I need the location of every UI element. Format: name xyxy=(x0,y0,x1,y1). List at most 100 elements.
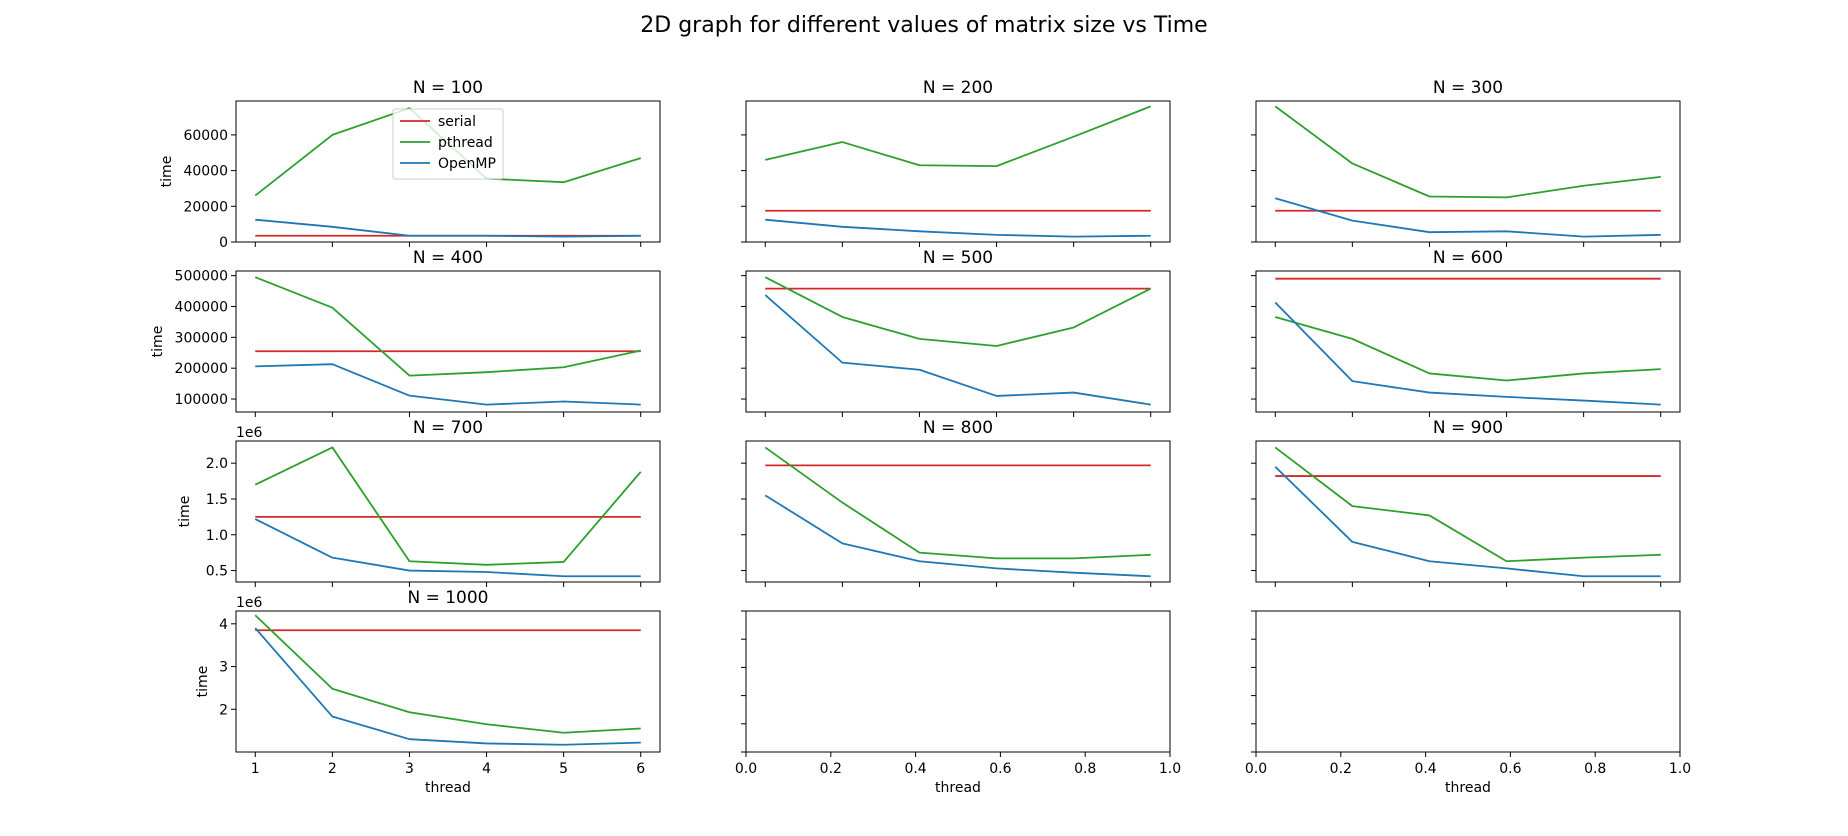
x-tick-label: 0.2 xyxy=(1330,761,1352,777)
x-tick-label: 0.6 xyxy=(1499,761,1521,777)
x-tick-label: 0.2 xyxy=(820,761,842,777)
y-tick-label: 1.5 xyxy=(206,492,228,508)
y-tick-label: 4 xyxy=(219,617,228,633)
x-tick-label: 2 xyxy=(328,761,337,777)
series-line-pthread xyxy=(1275,316,1661,382)
axes-frame xyxy=(235,270,661,413)
subplot-5: N = 500 xyxy=(741,248,1171,417)
x-axis-label: thread xyxy=(1445,780,1491,796)
x-tick-label: 1.0 xyxy=(1159,761,1181,777)
series-line-openmp xyxy=(1275,197,1661,238)
x-axis-label: thread xyxy=(935,780,981,796)
series-line-pthread xyxy=(765,105,1152,168)
x-axis-label: thread xyxy=(425,780,471,796)
y-tick-label: 0.5 xyxy=(206,564,228,580)
y-tick-label: 40000 xyxy=(183,164,228,180)
y-tick-label: 0 xyxy=(219,235,228,251)
axes-frame xyxy=(745,610,1171,753)
subplot-8: N = 800 xyxy=(741,418,1171,587)
y-tick-label: 20000 xyxy=(183,199,228,215)
subplot-title: N = 500 xyxy=(923,248,993,268)
x-tick-label: 0.0 xyxy=(1245,761,1267,777)
x-tick-label: 3 xyxy=(405,761,414,777)
axes-frame xyxy=(1255,440,1681,583)
series-line-pthread xyxy=(254,614,641,734)
x-tick-label: 5 xyxy=(559,761,568,777)
x-tick-label: 1 xyxy=(251,761,260,777)
subplot-title: N = 900 xyxy=(1433,418,1503,438)
series-line-openmp xyxy=(1274,466,1661,578)
y-axis-label: time xyxy=(177,496,193,528)
subplot-title: N = 200 xyxy=(923,78,993,98)
y-tick-label: 60000 xyxy=(183,128,228,144)
series-line-openmp xyxy=(255,218,641,238)
axes-frame xyxy=(745,270,1171,413)
x-tick-label: 0.0 xyxy=(735,761,757,777)
y-offset-text: 1e6 xyxy=(236,595,263,611)
subplot-1: N = 100 0 20000 40000 60000 time serial pthread… xyxy=(159,78,661,251)
subplot-9: N = 900 xyxy=(1251,418,1681,587)
subplot-11: 0.0 0.2 0.4 0.6 0.8 1.0 thread xyxy=(735,610,1181,796)
subplot-title: N = 800 xyxy=(923,418,993,438)
x-tick-label: 4 xyxy=(482,761,491,777)
axes-frame xyxy=(1255,100,1681,243)
subplot-title: N = 1000 xyxy=(407,588,488,608)
series-line-openmp xyxy=(1274,301,1661,406)
subplot-6: N = 600 xyxy=(1251,248,1681,417)
x-tick-label: 0.4 xyxy=(904,761,926,777)
y-offset-text: 1e6 xyxy=(236,425,263,441)
series-line-openmp xyxy=(254,627,641,746)
subplot-title: N = 600 xyxy=(1433,248,1503,268)
x-tick-label: 6 xyxy=(636,761,645,777)
y-axis-label: time xyxy=(159,156,175,188)
y-axis-label: time xyxy=(150,326,166,358)
x-tick-label: 0.4 xyxy=(1414,761,1436,777)
subplot-12: 0.0 0.2 0.4 0.6 0.8 1.0 thread xyxy=(1245,610,1691,796)
series-line-openmp xyxy=(254,518,641,578)
series-line-pthread xyxy=(254,446,642,566)
y-tick-label: 300000 xyxy=(175,330,228,346)
legend: serial pthread OpenMP xyxy=(392,108,504,180)
series-line-openmp xyxy=(765,218,1151,238)
subplots-grid: N = 1000200004000060000timeserialpthread… xyxy=(150,78,1691,796)
subplot-10: N = 1000 1 2 3 4 5 6 2 3 4 1e6 time thread xyxy=(195,588,661,796)
axes-frame xyxy=(745,100,1171,243)
y-axis-label: time xyxy=(195,666,211,698)
legend-box xyxy=(392,108,504,180)
subplot-title: N = 100 xyxy=(413,78,483,98)
figure-title: 2D graph for different values of matrix … xyxy=(640,13,1207,38)
axes-frame xyxy=(1255,270,1681,413)
subplot-title: N = 300 xyxy=(1433,78,1503,98)
axes-frame xyxy=(235,440,661,583)
subplot-7: N = 700 0.5 1.0 1.5 2.0 1e6 time xyxy=(177,418,661,587)
y-tick-label: 400000 xyxy=(175,299,228,315)
axes-frame xyxy=(1255,610,1681,753)
y-tick-label: 3 xyxy=(219,660,228,676)
subplot-title: N = 700 xyxy=(413,418,483,438)
y-tick-label: 200000 xyxy=(175,361,228,377)
x-tick-label: 0.6 xyxy=(989,761,1011,777)
x-tick-label: 1.0 xyxy=(1669,761,1691,777)
axes-frame xyxy=(745,440,1171,583)
x-tick-label: 0.8 xyxy=(1074,761,1096,777)
x-tick-label: 0.8 xyxy=(1584,761,1606,777)
series-line-pthread xyxy=(764,276,1152,347)
subplot-4: N = 400 100000 200000 300000 400000 500000 tim… xyxy=(150,248,661,417)
series-line-openmp xyxy=(255,363,641,406)
series-line-pthread xyxy=(254,276,641,377)
y-tick-label: 500000 xyxy=(175,269,228,285)
series-line-openmp xyxy=(764,494,1151,578)
series-line-openmp xyxy=(764,294,1151,406)
y-tick-label: 1.0 xyxy=(206,528,228,544)
series-line-pthread xyxy=(764,446,1151,560)
y-tick-label: 2 xyxy=(219,702,228,718)
legend-label-pthread: pthread xyxy=(438,135,493,151)
subplot-3: N = 300 xyxy=(1251,78,1681,247)
series-line-pthread xyxy=(1274,446,1661,563)
legend-label-serial: serial xyxy=(438,114,476,130)
series-line-pthread xyxy=(1274,105,1661,199)
y-tick-label: 2.0 xyxy=(206,456,228,472)
subplot-2: N = 200 xyxy=(741,78,1171,247)
axes-frame xyxy=(235,610,661,753)
